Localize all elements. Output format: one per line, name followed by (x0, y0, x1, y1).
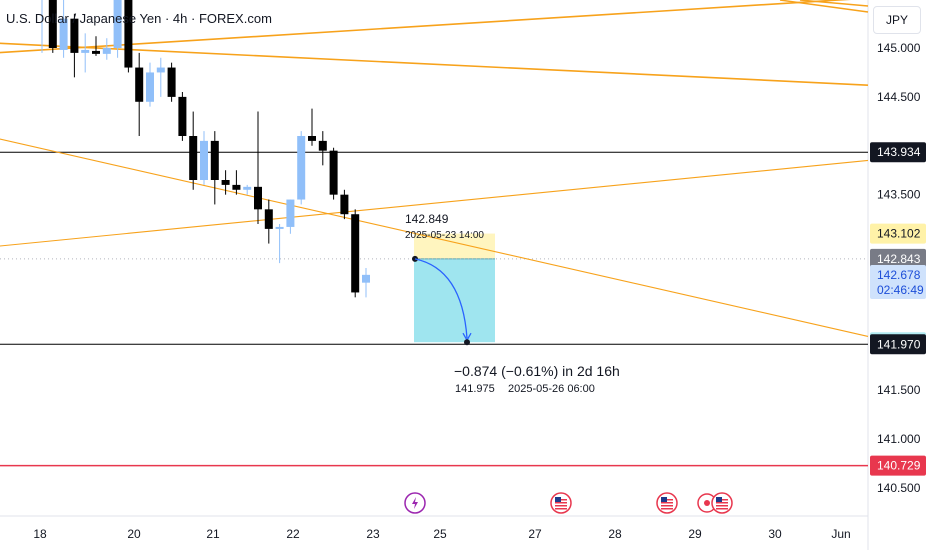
flag-stripe (661, 505, 673, 507)
flag-canton (555, 497, 561, 502)
candle-body[interactable] (178, 96, 187, 136)
target-zone (414, 258, 495, 343)
price-badge-2 (870, 223, 926, 244)
candle-body[interactable] (113, 0, 122, 49)
x-tick-label: 28 (608, 527, 622, 541)
y-tick-label: 143.500 (877, 188, 921, 202)
x-tick-label: 21 (206, 527, 220, 541)
candle-body[interactable] (156, 67, 165, 73)
y-tick-label: 145.000 (877, 41, 921, 55)
target-dot (704, 500, 710, 506)
x-tick-label: 25 (433, 527, 447, 541)
price-badge-label: 140.729 (877, 459, 921, 473)
stop-zone (414, 233, 495, 259)
x-tick-label: 27 (528, 527, 542, 541)
price-badge-label: 142.678 (877, 268, 921, 282)
y-tick-label: 141.000 (877, 432, 921, 446)
x-tick-label: 20 (127, 527, 141, 541)
price-badge-label: 143.934 (877, 145, 921, 159)
price-badge-3 (870, 248, 926, 269)
candle-body[interactable] (275, 226, 284, 229)
candle-body[interactable] (102, 48, 111, 54)
trendline-2 (0, 0, 852, 54)
trendline-1 (0, 42, 869, 86)
projection-end-dot (464, 339, 470, 346)
projection-price-label: 141.975 (455, 383, 495, 395)
lightning-glyph (412, 497, 418, 509)
flag-canton (661, 497, 667, 502)
candle-body[interactable] (92, 50, 100, 54)
x-tick-label: 29 (688, 527, 702, 541)
candle-body[interactable] (124, 0, 133, 68)
candle-body[interactable] (308, 136, 316, 141)
flag-stripe (661, 502, 673, 504)
flag-stripe (716, 508, 728, 510)
y-tick-label: 140.500 (877, 481, 921, 495)
candle-body[interactable] (264, 209, 273, 229)
countdown-label: 02:46:49 (877, 283, 924, 297)
candle-body[interactable] (254, 186, 262, 210)
x-tick-label: 22 (286, 527, 300, 541)
price-badge-4 (870, 265, 926, 300)
price-badge-7 (870, 455, 926, 476)
trendline-4 (0, 159, 869, 247)
candle-body[interactable] (243, 186, 252, 190)
x-tick-label: 18 (33, 527, 47, 541)
flag-canton (716, 497, 722, 502)
projection-change-label: −0.874 (−0.61%) in 2d 16h (454, 363, 620, 379)
candle-body[interactable] (340, 194, 349, 215)
candle-body[interactable] (362, 274, 370, 283)
candle-body[interactable] (329, 150, 338, 195)
flag-stripe (555, 502, 567, 504)
projection-time-label: 2025-05-26 06:00 (508, 383, 595, 395)
trendline-6 (799, 0, 869, 7)
price-badge-label: 141.970 (877, 337, 921, 351)
candle-body[interactable] (135, 67, 144, 102)
x-tick-label: Jun (831, 527, 850, 541)
candle-body[interactable] (81, 49, 90, 53)
y-tick-label: 144.500 (877, 90, 921, 104)
candle-body[interactable] (210, 140, 219, 180)
candle-body[interactable] (232, 184, 241, 190)
price-badge-label: 143.102 (877, 227, 921, 241)
flag-stripe (716, 505, 728, 507)
flag-stripe (555, 508, 567, 510)
flag-stripe (555, 505, 567, 507)
trendline-3 (0, 138, 869, 337)
flag-stripe (716, 502, 728, 504)
x-tick-label: 30 (768, 527, 782, 541)
flag-stripe (661, 508, 673, 510)
x-tick-label: 23 (366, 527, 380, 541)
price-badge-1 (870, 142, 926, 163)
price-badge-6 (870, 334, 926, 355)
candle-body[interactable] (221, 180, 230, 185)
candle-body[interactable] (351, 214, 360, 293)
candle-body[interactable] (167, 67, 176, 97)
chart-title: U.S. Dollar / Japanese Yen · 4h · FOREX.… (6, 11, 272, 26)
candle-body[interactable] (200, 140, 208, 180)
measure-price-label: 142.849 (405, 212, 449, 226)
projection-arrow (414, 258, 468, 339)
candle-body[interactable] (189, 136, 198, 180)
candle-body[interactable] (70, 18, 79, 53)
price-badge-label: 142.843 (877, 252, 921, 266)
measure-time-label: 2025-05-23 14:00 (405, 230, 484, 241)
candle-body[interactable] (297, 136, 306, 200)
candle-body[interactable] (48, 0, 57, 49)
candle-body[interactable] (286, 199, 295, 227)
y-tick-label: 141.500 (877, 383, 921, 397)
candle-body[interactable] (59, 18, 68, 50)
candle-body[interactable] (146, 72, 154, 102)
candle-body[interactable] (318, 140, 327, 151)
currency-button[interactable]: JPY (873, 6, 921, 34)
trendline-5 (779, 0, 869, 13)
